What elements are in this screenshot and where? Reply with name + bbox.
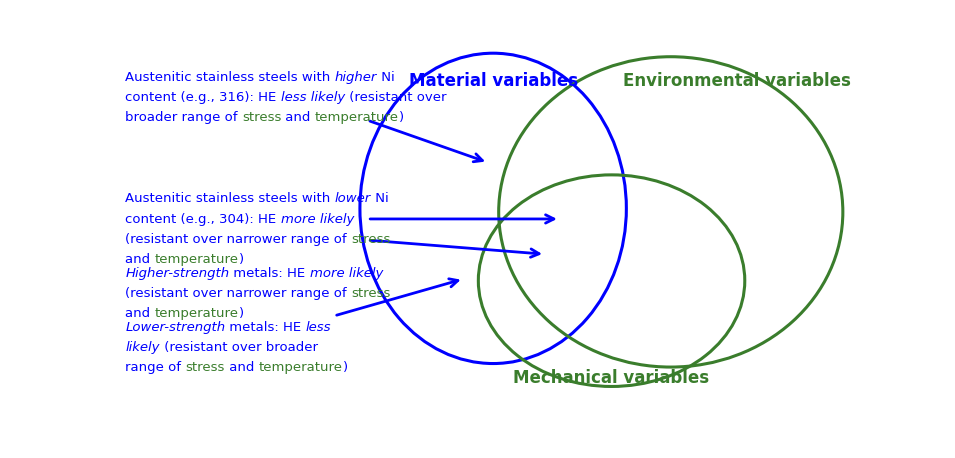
Text: Austenitic stainless steels with: Austenitic stainless steels with: [125, 192, 335, 206]
Text: less: less: [306, 321, 331, 334]
Text: and: and: [225, 361, 259, 375]
Text: content (e.g., 316): HE: content (e.g., 316): HE: [125, 91, 281, 104]
Text: stress: stress: [351, 233, 391, 245]
Text: ): ): [239, 307, 244, 320]
Text: broader range of: broader range of: [125, 111, 242, 124]
Text: metals: HE: metals: HE: [229, 267, 309, 279]
Text: temperature: temperature: [259, 361, 343, 375]
Text: ): ): [239, 253, 244, 266]
Text: more likely: more likely: [309, 267, 383, 279]
Text: Material variables: Material variables: [409, 72, 578, 90]
Text: lower: lower: [335, 192, 371, 206]
Text: (resistant over: (resistant over: [345, 91, 447, 104]
Text: likely: likely: [125, 341, 159, 354]
Text: stress: stress: [242, 111, 282, 124]
Text: higher: higher: [335, 71, 377, 84]
Text: (resistant over broader: (resistant over broader: [159, 341, 318, 354]
Text: temperature: temperature: [315, 111, 399, 124]
Text: Higher-strength: Higher-strength: [125, 267, 229, 279]
Text: (resistant over narrower range of: (resistant over narrower range of: [125, 287, 351, 300]
Text: more likely: more likely: [281, 213, 354, 226]
Text: Austenitic stainless steels with: Austenitic stainless steels with: [125, 71, 335, 84]
Text: and: and: [282, 111, 315, 124]
Text: and: and: [125, 253, 155, 266]
Text: Ni: Ni: [371, 192, 389, 206]
Text: ): ): [343, 361, 348, 375]
Text: temperature: temperature: [155, 253, 239, 266]
Text: (resistant over narrower range of: (resistant over narrower range of: [125, 233, 351, 245]
Text: ): ): [399, 111, 404, 124]
Text: temperature: temperature: [155, 307, 239, 320]
Text: content (e.g., 304): HE: content (e.g., 304): HE: [125, 213, 281, 226]
Text: Lower-strength: Lower-strength: [125, 321, 225, 334]
Text: less likely: less likely: [281, 91, 345, 104]
Text: Ni: Ni: [377, 71, 395, 84]
Text: Mechanical variables: Mechanical variables: [514, 369, 710, 387]
Text: range of: range of: [125, 361, 185, 375]
Text: and: and: [125, 307, 155, 320]
Text: metals: HE: metals: HE: [225, 321, 306, 334]
Text: stress: stress: [351, 287, 391, 300]
Text: stress: stress: [185, 361, 225, 375]
Text: Environmental variables: Environmental variables: [624, 72, 851, 90]
